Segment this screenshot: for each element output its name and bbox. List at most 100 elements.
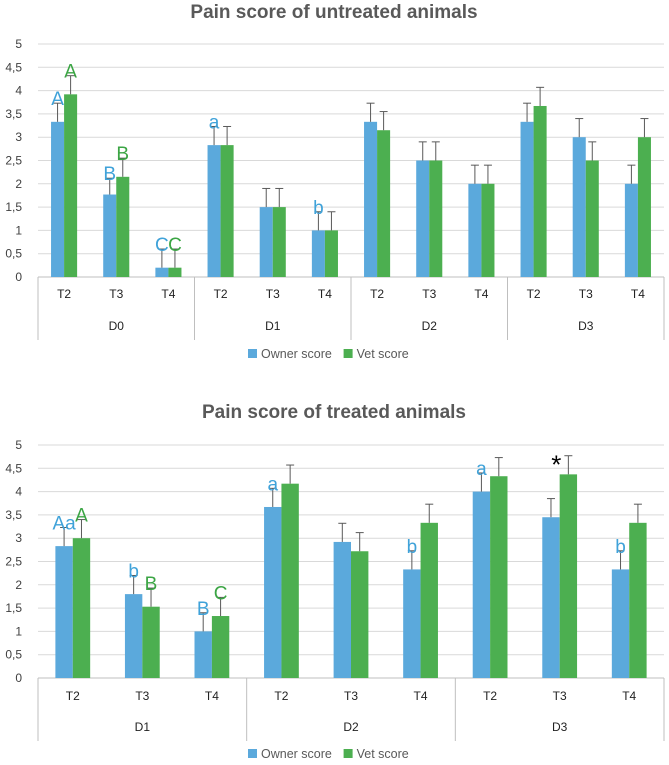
y-tick-label: 4,5 (5, 461, 22, 475)
bar-vet (72, 538, 91, 678)
y-tick-label: 2 (15, 177, 22, 191)
legend-label: Vet score (357, 347, 409, 361)
significance-label: B (116, 144, 129, 165)
x-tick-label: T2 (66, 689, 80, 703)
x-tick-label: T3 (579, 287, 593, 301)
bar-vet (116, 176, 130, 277)
significance-label: B (197, 599, 210, 620)
y-tick-label: 0,5 (5, 247, 22, 261)
significance-label: C (168, 235, 182, 256)
legend-label: Owner score (261, 747, 332, 761)
x-tick-label: T4 (631, 287, 645, 301)
x-tick-label: T2 (527, 287, 541, 301)
x-tick-label: T2 (370, 287, 384, 301)
bar-vet (429, 160, 443, 277)
significance-label: a (476, 459, 487, 480)
bar-owner (468, 183, 482, 277)
chart-0: Pain score of untreated animals 0 0,5 1 1,5 2… (5, 2, 665, 361)
group-label: D3 (578, 319, 594, 333)
bar-vet (142, 606, 160, 678)
significance-label: C (155, 235, 169, 256)
y-tick-label: 2,5 (5, 555, 22, 569)
y-tick-label: 3 (15, 531, 22, 545)
x-tick-label: T3 (553, 689, 567, 703)
bar-owner (472, 491, 491, 678)
bar-owner (611, 569, 630, 678)
bar-vet (211, 616, 230, 678)
bar-owner (103, 194, 117, 277)
bar-vet (481, 183, 495, 277)
significance-label: a (267, 474, 278, 495)
y-tick-label: 0 (15, 671, 22, 685)
bar-vet (351, 551, 369, 678)
bar-owner (55, 546, 73, 678)
x-tick-label: T2 (214, 287, 228, 301)
y-tick-label: 4,5 (5, 60, 22, 74)
chart-title: Pain score of untreated animals (190, 2, 477, 23)
significance-label: * (551, 450, 561, 480)
y-tick-label: 5 (15, 438, 22, 452)
y-tick-label: 1,5 (5, 601, 22, 615)
y-tick-label: 3,5 (5, 508, 22, 522)
bar-vet (64, 94, 78, 277)
group-label: D1 (265, 319, 281, 333)
x-tick-label: T3 (344, 689, 358, 703)
significance-label: C (214, 583, 228, 604)
y-tick-label: 1,5 (5, 200, 22, 214)
x-tick-label: T2 (57, 287, 71, 301)
x-tick-label: T4 (474, 287, 488, 301)
bar-owner (520, 121, 534, 277)
y-tick-label: 3,5 (5, 107, 22, 121)
legend: Owner score Vet score (248, 747, 409, 761)
legend-swatch (248, 749, 257, 758)
y-tick-label: 5 (15, 37, 22, 51)
significance-label: B (103, 164, 116, 185)
x-tick-label: T2 (274, 689, 288, 703)
bar-owner (194, 631, 212, 678)
group-label: D0 (109, 319, 125, 333)
bar-vet (281, 483, 299, 678)
bar-owner (311, 230, 325, 277)
bar-vet (220, 145, 234, 277)
significance-label: a (209, 112, 220, 133)
legend-swatch (343, 349, 353, 358)
y-tick-label: 0,5 (5, 648, 22, 662)
group-label: D3 (552, 720, 568, 734)
x-tick-label: T3 (109, 287, 123, 301)
bar-vet (637, 137, 651, 277)
x-tick-label: T3 (422, 287, 436, 301)
bar-owner (403, 569, 421, 678)
bar-vet (585, 160, 599, 277)
y-tick-label: 1 (15, 624, 22, 638)
x-tick-label: T3 (135, 689, 149, 703)
bar-owner (572, 137, 586, 277)
y-tick-label: 4 (15, 485, 22, 499)
chart-1: Pain score of treated animals 0 0,5 1 1,5 2 2,… (5, 402, 665, 761)
bar-owner (155, 267, 169, 277)
y-tick-label: 4 (15, 84, 22, 98)
bar-vet (420, 522, 438, 678)
y-tick-label: 2 (15, 578, 22, 592)
y-tick-label: 1 (15, 223, 22, 237)
significance-label: B (145, 574, 158, 595)
bar-vet (559, 474, 578, 678)
x-tick-label: T4 (161, 287, 175, 301)
x-tick-label: T4 (414, 689, 428, 703)
bar-owner (624, 183, 638, 277)
significance-label: A (75, 506, 88, 527)
significance-label: Aa (52, 513, 76, 534)
bar-owner (333, 541, 351, 678)
bar-owner (124, 594, 143, 678)
significance-label: b (128, 561, 139, 582)
significance-label: A (64, 62, 77, 83)
group-label: D1 (135, 720, 151, 734)
x-tick-label: T4 (622, 689, 636, 703)
group-label: D2 (343, 720, 359, 734)
legend-label: Vet score (357, 747, 409, 761)
y-tick-label: 0 (15, 270, 22, 284)
significance-label: b (407, 537, 418, 558)
group-label: D2 (422, 319, 438, 333)
x-tick-label: T4 (318, 287, 332, 301)
